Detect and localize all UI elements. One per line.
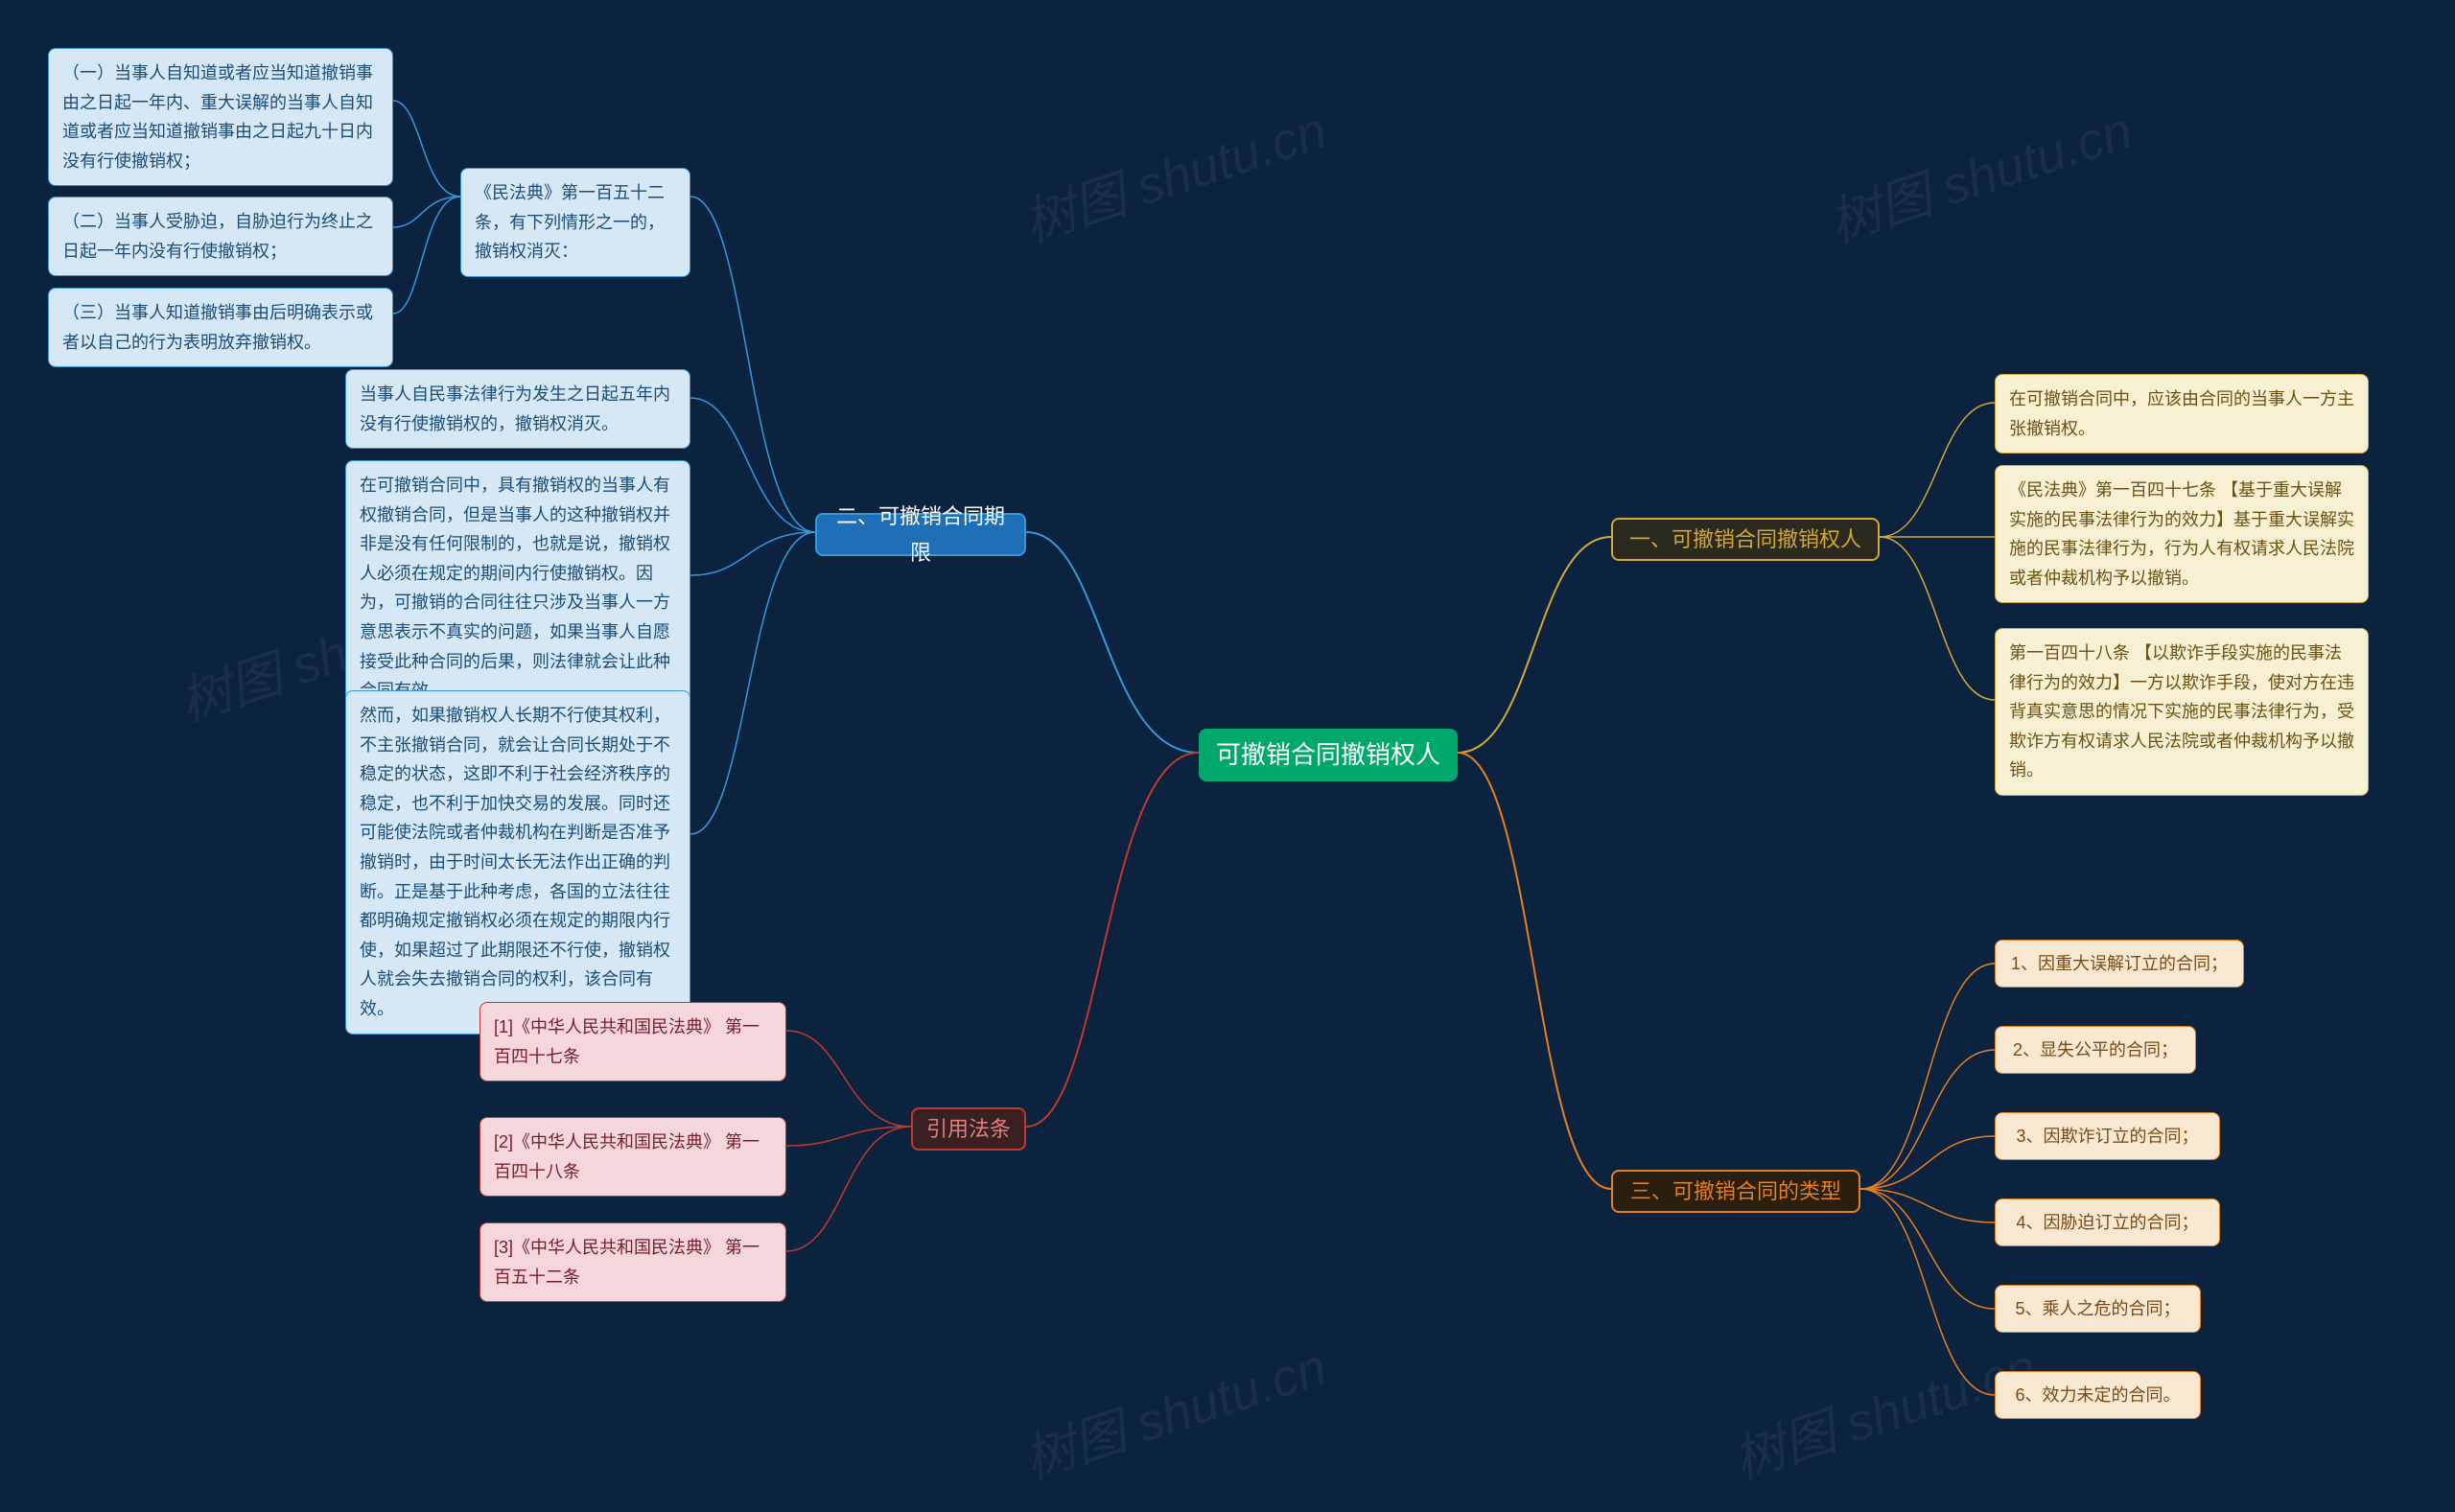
branch-3-leaf: 3、因欺诈订立的合同；	[1995, 1112, 2220, 1160]
branch-2-sub1-leaf: （一）当事人自知道或者应当知道撤销事由之日起一年内、重大误解的当事人自知道或者应…	[48, 48, 393, 186]
branch-2[interactable]: 二、可撤销合同期限	[815, 513, 1026, 556]
branch-2-leaf: 在可撤销合同中，具有撤销权的当事人有权撤销合同，但是当事人的这种撤销权并非是没有…	[345, 460, 690, 716]
branch-4-leaf: [2]《中华人民共和国民法典》 第一百四十八条	[479, 1117, 786, 1197]
root-node[interactable]: 可撤销合同撤销权人	[1199, 729, 1458, 781]
branch-2-leaf: 当事人自民事法律行为发生之日起五年内没有行使撤销权的，撤销权消灭。	[345, 369, 690, 449]
branch-4-leaf: [3]《中华人民共和国民法典》 第一百五十二条	[479, 1222, 786, 1302]
watermark: 树图 shutu.cn	[1013, 87, 1335, 256]
branch-3-leaf: 6、效力未定的合同。	[1995, 1371, 2201, 1419]
branch-2-sub1: 《民法典》第一百五十二条，有下列情形之一的，撤销权消灭：	[460, 168, 690, 277]
branch-1-leaf: 在可撤销合同中，应该由合同的当事人一方主张撤销权。	[1995, 374, 2369, 454]
branch-1[interactable]: 一、可撤销合同撤销权人	[1611, 518, 1880, 561]
branch-1-leaf: 《民法典》第一百四十七条 【基于重大误解实施的民事法律行为的效力】基于重大误解实…	[1995, 465, 2369, 603]
watermark: 树图 shutu.cn	[1013, 1324, 1335, 1493]
branch-3-leaf: 1、因重大误解订立的合同；	[1995, 940, 2244, 988]
branch-1-leaf: 第一百四十八条 【以欺诈手段实施的民事法律行为的效力】一方以欺诈手段，使对方在违…	[1995, 628, 2369, 796]
branch-2-sub1-leaf: （二）当事人受胁迫，自胁迫行为终止之日起一年内没有行使撤销权；	[48, 197, 393, 276]
branch-3-leaf: 2、显失公平的合同；	[1995, 1026, 2196, 1074]
branch-3-leaf: 4、因胁迫订立的合同；	[1995, 1198, 2220, 1246]
branch-4[interactable]: 引用法条	[911, 1107, 1026, 1151]
watermark: 树图 shutu.cn	[1818, 87, 2140, 256]
branch-3-leaf: 5、乘人之危的合同；	[1995, 1285, 2201, 1333]
branch-4-leaf: [1]《中华人民共和国民法典》 第一百四十七条	[479, 1002, 786, 1082]
branch-3[interactable]: 三、可撤销合同的类型	[1611, 1170, 1860, 1213]
branch-2-leaf: 然而，如果撤销权人长期不行使其权利，不主张撤销合同，就会让合同长期处于不稳定的状…	[345, 690, 690, 1035]
branch-2-sub1-leaf: （三）当事人知道撤销事由后明确表示或者以自己的行为表明放弃撤销权。	[48, 288, 393, 367]
